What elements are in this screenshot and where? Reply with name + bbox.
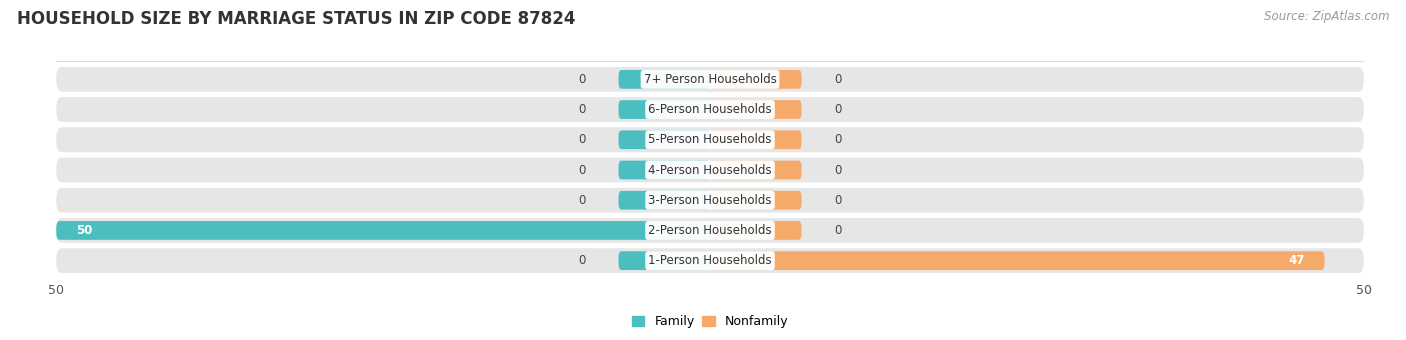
Text: 0: 0: [578, 103, 586, 116]
Text: HOUSEHOLD SIZE BY MARRIAGE STATUS IN ZIP CODE 87824: HOUSEHOLD SIZE BY MARRIAGE STATUS IN ZIP…: [17, 10, 575, 28]
Text: 0: 0: [578, 194, 586, 207]
Text: 1-Person Households: 1-Person Households: [648, 254, 772, 267]
Text: 3-Person Households: 3-Person Households: [648, 194, 772, 207]
FancyBboxPatch shape: [619, 70, 710, 89]
Text: 5-Person Households: 5-Person Households: [648, 133, 772, 146]
FancyBboxPatch shape: [56, 128, 1364, 152]
Text: 0: 0: [834, 73, 842, 86]
FancyBboxPatch shape: [56, 158, 1364, 182]
FancyBboxPatch shape: [56, 248, 1364, 273]
Text: 6-Person Households: 6-Person Households: [648, 103, 772, 116]
FancyBboxPatch shape: [619, 131, 710, 149]
FancyBboxPatch shape: [710, 251, 1324, 270]
Text: 2-Person Households: 2-Person Households: [648, 224, 772, 237]
Text: 50: 50: [76, 224, 93, 237]
FancyBboxPatch shape: [619, 100, 710, 119]
FancyBboxPatch shape: [619, 191, 710, 209]
Text: 47: 47: [1289, 254, 1305, 267]
FancyBboxPatch shape: [56, 67, 1364, 92]
FancyBboxPatch shape: [710, 70, 801, 89]
Legend: Family, Nonfamily: Family, Nonfamily: [627, 310, 793, 334]
Text: 0: 0: [834, 224, 842, 237]
FancyBboxPatch shape: [710, 221, 801, 240]
FancyBboxPatch shape: [710, 100, 801, 119]
Text: 7+ Person Households: 7+ Person Households: [644, 73, 776, 86]
FancyBboxPatch shape: [56, 218, 1364, 243]
Text: 4-Person Households: 4-Person Households: [648, 164, 772, 176]
FancyBboxPatch shape: [710, 131, 801, 149]
Text: 0: 0: [834, 164, 842, 176]
FancyBboxPatch shape: [619, 160, 710, 180]
FancyBboxPatch shape: [56, 221, 710, 240]
FancyBboxPatch shape: [56, 188, 1364, 212]
Text: 0: 0: [834, 133, 842, 146]
Text: 0: 0: [578, 254, 586, 267]
Text: 0: 0: [578, 164, 586, 176]
Text: 0: 0: [578, 73, 586, 86]
Text: 0: 0: [834, 103, 842, 116]
FancyBboxPatch shape: [619, 251, 710, 270]
FancyBboxPatch shape: [710, 191, 801, 209]
Text: 0: 0: [578, 133, 586, 146]
Text: Source: ZipAtlas.com: Source: ZipAtlas.com: [1264, 10, 1389, 23]
Text: 0: 0: [834, 194, 842, 207]
FancyBboxPatch shape: [710, 160, 801, 180]
FancyBboxPatch shape: [56, 97, 1364, 122]
